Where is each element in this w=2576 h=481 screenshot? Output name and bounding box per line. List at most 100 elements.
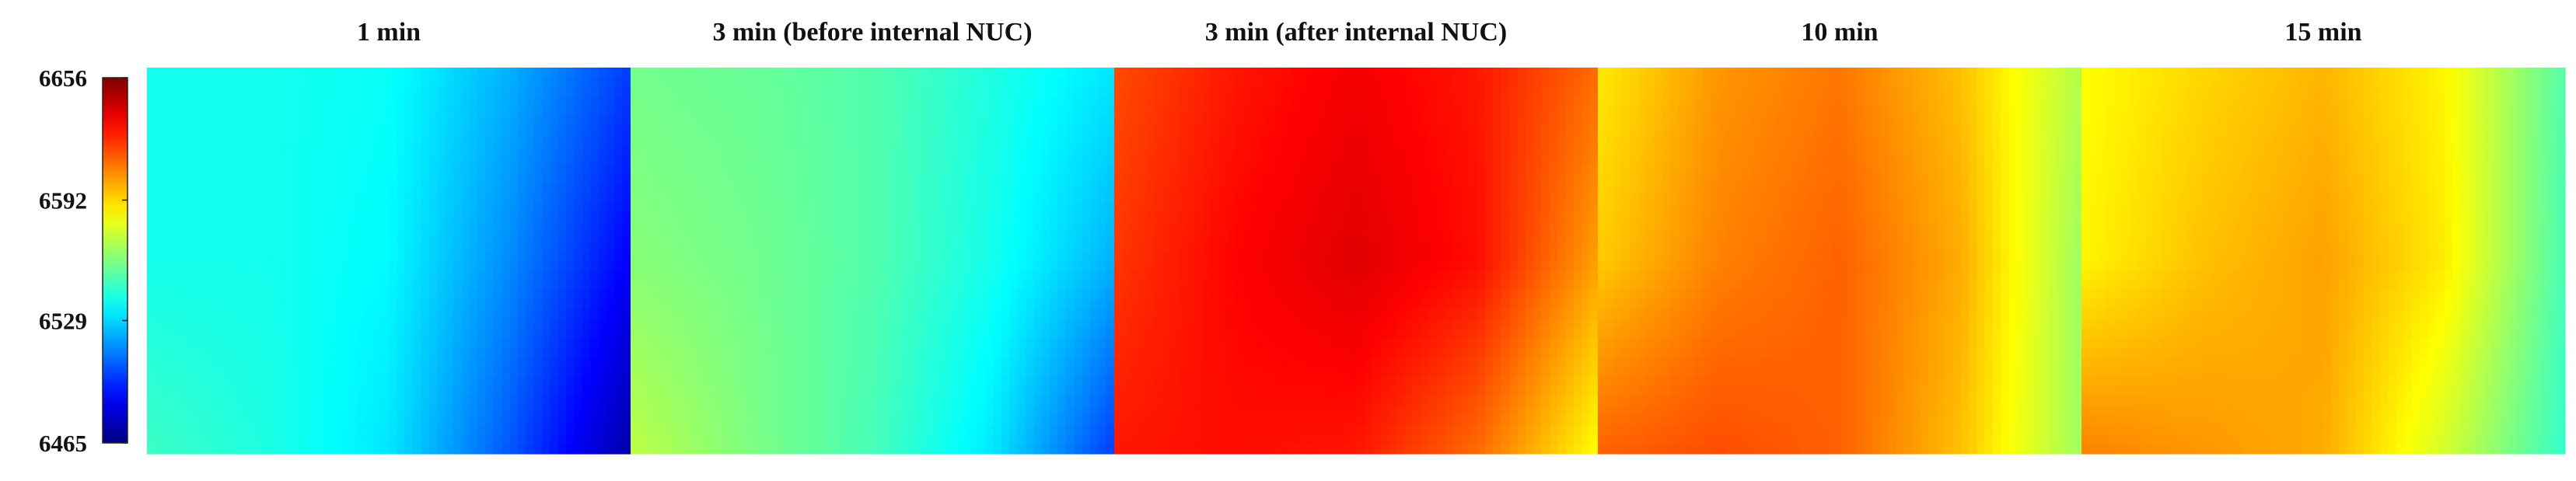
heatmap-cell: [308, 434, 317, 445]
heatmap-cell: [372, 86, 382, 97]
heatmap-cell: [840, 106, 849, 117]
heatmap-cell: [195, 241, 204, 252]
heatmap-cell: [1009, 328, 1019, 339]
heatmap-cell: [1364, 68, 1373, 78]
heatmap-cell: [590, 241, 599, 252]
heatmap-cell: [1484, 77, 1494, 88]
heatmap-cell: [582, 251, 591, 262]
heatmap-cell: [502, 386, 511, 397]
heatmap-cell: [299, 260, 309, 271]
heatmap-cell: [832, 164, 841, 175]
heatmap-cell: [219, 386, 229, 397]
heatmap-cell: [880, 221, 890, 232]
heatmap-cell: [251, 386, 260, 397]
heatmap-cell: [1001, 405, 1010, 416]
heatmap-cell: [299, 221, 309, 232]
heatmap-cell: [380, 396, 390, 406]
heatmap-cell: [993, 328, 1002, 339]
heatmap-cell: [541, 289, 551, 300]
heatmap-cell: [171, 347, 180, 358]
heatmap-cell: [316, 134, 325, 146]
heatmap-cell: [372, 232, 382, 242]
heatmap-cell: [1057, 289, 1067, 300]
heatmap-cell: [904, 308, 914, 319]
heatmap-cell: [163, 193, 172, 204]
heatmap-cell: [147, 289, 156, 300]
heatmap-cell: [864, 260, 873, 271]
heatmap-cell: [219, 106, 229, 117]
heatmap-cell: [904, 212, 914, 223]
heatmap-cell: [759, 145, 768, 155]
heatmap-cell: [1050, 434, 1059, 445]
heatmap-cell: [735, 183, 744, 194]
heatmap-cell: [670, 386, 680, 397]
heatmap-cell: [977, 319, 986, 329]
heatmap-cell: [727, 289, 736, 300]
heatmap-cell: [324, 145, 334, 155]
heatmap-cell: [1194, 77, 1204, 88]
heatmap-cell: [614, 434, 624, 445]
heatmap-cell: [775, 415, 785, 426]
heatmap-cell: [783, 308, 792, 319]
heatmap-cell: [582, 68, 591, 78]
heatmap-cell: [655, 405, 664, 416]
heatmap-cell: [1194, 86, 1204, 97]
heatmap-cell: [574, 241, 583, 252]
heatmap-cell: [799, 328, 809, 339]
heatmap-cell: [832, 319, 841, 329]
heatmap-cell: [340, 328, 349, 339]
heatmap-cell: [679, 251, 688, 262]
heatmap-cell: [1460, 86, 1470, 97]
heatmap-cell: [775, 444, 785, 455]
heatmap-cell: [904, 270, 914, 281]
heatmap-cell: [993, 434, 1002, 445]
heatmap-cell: [1033, 145, 1043, 155]
heatmap-cell: [260, 96, 269, 107]
heatmap-cell: [267, 202, 277, 213]
heatmap-cell: [921, 444, 930, 455]
heatmap-cell: [727, 337, 736, 348]
heatmap-cell: [1017, 145, 1026, 155]
heatmap-cell: [526, 289, 535, 300]
heatmap-cell: [195, 164, 204, 175]
heatmap-cell: [227, 357, 236, 368]
panel-title: 1 min: [357, 18, 421, 47]
heatmap-cell: [1009, 289, 1019, 300]
heatmap-cell: [155, 77, 164, 88]
heatmap-cell: [428, 270, 438, 281]
heatmap-cell: [428, 77, 438, 88]
heatmap-cell: [582, 193, 591, 204]
heatmap-cell: [236, 221, 244, 232]
heatmap-cell: [316, 289, 325, 300]
heatmap-cell: [880, 96, 890, 107]
heatmap-cell: [227, 164, 236, 175]
heatmap-cell: [679, 68, 688, 78]
heatmap-cell: [904, 145, 914, 155]
heatmap-cell: [526, 173, 535, 184]
heatmap-cell: [1025, 202, 1034, 213]
heatmap-cell: [211, 96, 220, 107]
heatmap-cell: [1243, 86, 1252, 97]
heatmap-cell: [526, 319, 535, 329]
heatmap-cell: [582, 164, 591, 175]
heatmap-cell: [348, 193, 358, 204]
heatmap-cell: [428, 145, 438, 155]
heatmap-cell: [719, 396, 728, 406]
heatmap-cell: [236, 193, 244, 204]
heatmap-cell: [1001, 357, 1010, 368]
heatmap-cell: [1009, 77, 1019, 88]
heatmap-cell: [380, 328, 390, 339]
heatmap-cell: [928, 96, 938, 107]
heatmap-cell: [260, 241, 269, 252]
heatmap-cell: [187, 376, 196, 387]
heatmap-cell: [961, 173, 970, 184]
heatmap-cell: [977, 328, 986, 339]
heatmap-cell: [533, 357, 543, 368]
heatmap-cell: [469, 212, 478, 223]
heatmap-cell: [364, 308, 373, 319]
heatmap-cell: [195, 280, 204, 291]
heatmap-cell: [493, 125, 502, 136]
heatmap-cell: [1074, 357, 1083, 368]
heatmap-cell: [735, 405, 744, 416]
heatmap-cell: [670, 357, 680, 368]
